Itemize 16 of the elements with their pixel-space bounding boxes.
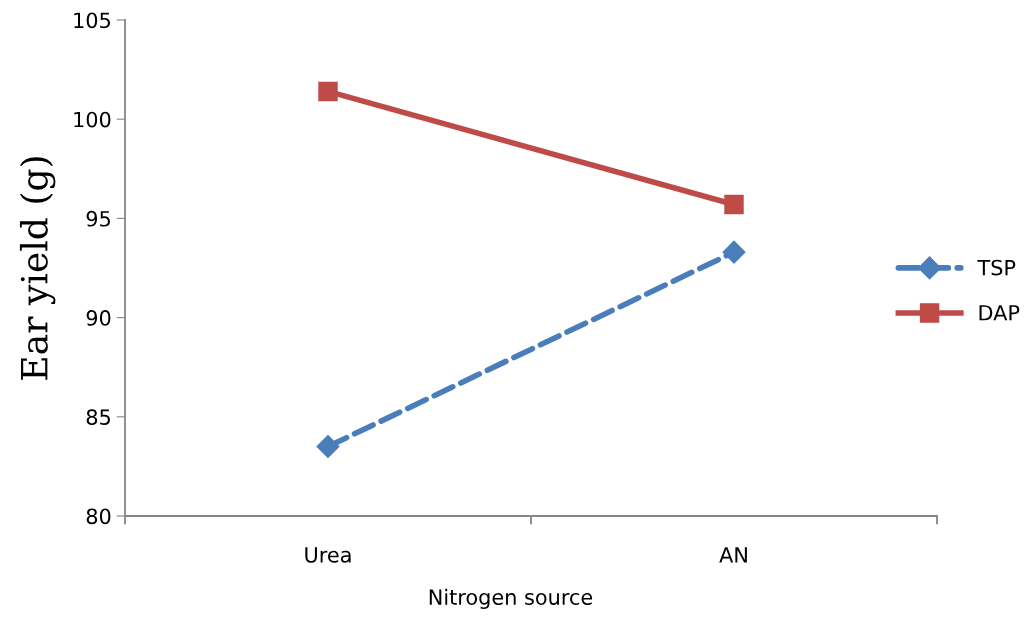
point [722,240,746,264]
y-tick-label: 80 [86,508,111,525]
y-tick-label: 100 [74,111,111,128]
x-tick-label: Urea [305,547,351,563]
point [724,194,744,215]
y-tick-label: 105 [74,12,110,29]
legend-label: DAP [979,305,1020,321]
x-axis-title: Nitrogen source [429,588,593,609]
legend-label: TSP [977,259,1016,276]
x-tick-label: AN [719,547,747,563]
y-tick-label: 85 [86,409,110,426]
y-tick-label: 90 [86,310,111,326]
y-tick-label: 95 [86,210,110,227]
point [318,81,338,102]
y-axis-title: Ear yield (g) [19,157,56,380]
point [316,435,340,459]
